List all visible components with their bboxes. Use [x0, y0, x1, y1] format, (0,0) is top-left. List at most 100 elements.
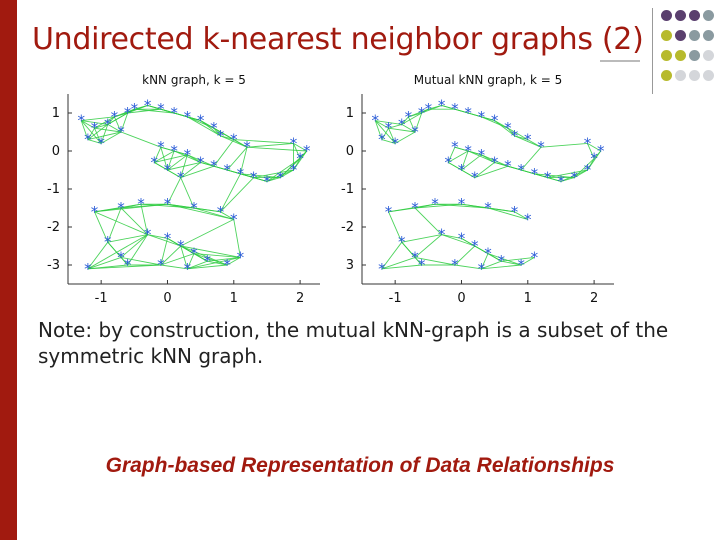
graph-edge — [388, 127, 416, 133]
y-tick-label: 0 — [52, 144, 60, 159]
data-point: * — [164, 195, 172, 213]
graph-edge — [180, 162, 201, 178]
graph-edge — [381, 256, 416, 270]
graph-edge — [239, 147, 248, 174]
data-point: * — [197, 153, 205, 171]
graph-edge — [381, 139, 396, 144]
decorative-dot — [675, 70, 686, 81]
data-point: * — [504, 119, 512, 137]
data-point: * — [296, 150, 304, 168]
graph-edge — [454, 264, 482, 270]
y-tick-label: -1 — [47, 182, 60, 197]
graph-edge — [87, 127, 95, 140]
graph-edge — [467, 150, 495, 163]
x-tick-label: 2 — [590, 291, 598, 306]
graph-edge — [94, 211, 148, 236]
data-point: * — [104, 115, 112, 133]
graph-edge — [381, 264, 422, 270]
data-point: * — [197, 112, 205, 130]
graph-edge — [160, 108, 201, 122]
graph-edge — [487, 253, 522, 266]
graph-edge — [461, 169, 475, 178]
data-point: * — [458, 229, 466, 247]
graph-edge — [87, 234, 148, 270]
data-point: * — [544, 169, 552, 187]
data-point: * — [431, 195, 439, 213]
graph-edge — [120, 131, 162, 148]
data-point: * — [458, 161, 466, 179]
data-point: * — [590, 150, 598, 168]
graph-edge — [374, 120, 396, 144]
slide-note: Note: by construction, the mutual kNN-gr… — [38, 318, 669, 368]
data-point: * — [230, 210, 238, 228]
data-point: * — [144, 226, 152, 244]
data-point: * — [190, 245, 198, 263]
slide-caption: Graph-based Representation of Data Relat… — [105, 454, 615, 477]
graph-edge — [401, 112, 422, 125]
graph-edge — [160, 253, 195, 266]
data-point: * — [164, 161, 172, 179]
graph-edge — [167, 169, 181, 178]
graph-edge — [481, 116, 509, 129]
graph-edge — [107, 234, 148, 243]
graph-edge — [501, 256, 535, 262]
graph-edge — [474, 162, 495, 178]
decorative-dot — [675, 50, 686, 61]
data-point: * — [91, 119, 99, 137]
data-point: * — [303, 142, 311, 160]
graph-edge — [388, 123, 402, 129]
graph-edge — [187, 154, 215, 167]
graph-edge — [87, 241, 109, 270]
graph-edge — [147, 234, 181, 247]
data-point: * — [117, 248, 125, 266]
graph-edge — [80, 120, 102, 144]
graph-edge — [374, 120, 383, 140]
graph-edge — [220, 135, 248, 148]
data-point: * — [438, 226, 446, 244]
graph-edge — [81, 116, 115, 122]
graph-edge — [441, 234, 462, 239]
data-point: * — [290, 134, 298, 152]
graph-edge — [87, 264, 161, 270]
graph-edge — [220, 211, 235, 220]
x-tick-label: -1 — [95, 291, 108, 306]
graph-edge — [527, 139, 542, 148]
graph-edge — [573, 169, 588, 178]
graph-edge — [293, 143, 301, 159]
graph-edge — [87, 139, 102, 144]
graph-edge — [415, 203, 462, 209]
graph-edge — [81, 120, 108, 125]
graph-edge — [247, 142, 294, 148]
data-point: * — [425, 100, 433, 118]
graph-edge — [187, 256, 241, 270]
data-point: * — [84, 260, 92, 278]
data-point: * — [290, 161, 298, 179]
data-point: * — [478, 146, 486, 164]
data-point: * — [164, 229, 172, 247]
graph-edge — [233, 219, 241, 258]
data-point: * — [511, 203, 519, 221]
data-point: * — [131, 100, 139, 118]
slide-title: Undirected k-nearest neighbor graphs (2) — [32, 22, 644, 57]
graph-edge — [120, 256, 161, 266]
data-point: * — [498, 252, 506, 270]
graph-edge — [587, 143, 601, 152]
decorative-dot — [661, 10, 672, 21]
graph-edge — [520, 257, 535, 266]
x-tick-label: -1 — [389, 291, 402, 306]
graph-edge — [266, 169, 294, 182]
graph-edge — [547, 177, 562, 182]
data-point: * — [230, 131, 238, 149]
data-point: * — [157, 138, 165, 156]
x-tick-label: 2 — [296, 291, 304, 306]
data-point: * — [84, 131, 92, 149]
decorative-dot — [703, 70, 714, 81]
data-point: * — [471, 169, 479, 187]
graph-edge — [187, 116, 221, 137]
graph-edge — [127, 108, 161, 114]
graph-edge — [480, 253, 489, 269]
graph-edge — [100, 131, 122, 144]
graph-edge — [454, 245, 476, 266]
knn-graph-plot: kNN graph, k = 5 -1 0 1 2 1 0 -1 -2 -3 * * * * * * * * * * *… — [38, 72, 328, 312]
mutual-knn-graph-plot: Mutual kNN graph, k = 5 -1 0 1 2 1 0 -1 -2 3 * * * * *… — [332, 72, 632, 312]
